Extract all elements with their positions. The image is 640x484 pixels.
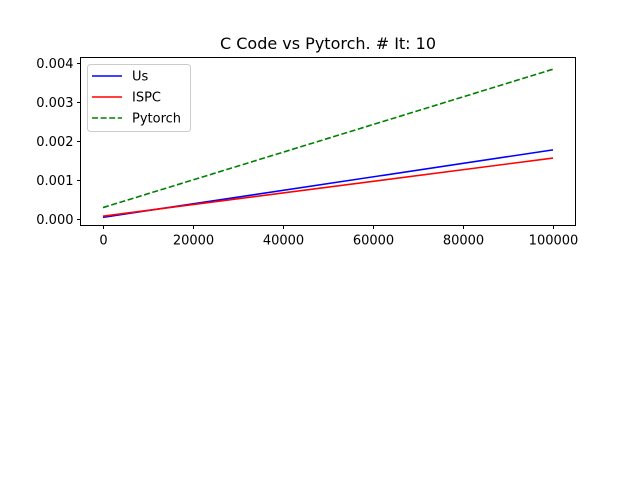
- y-tick-label: 0.003: [36, 96, 73, 111]
- y-axis: 0.000 0.001 0.002 0.003 0.004: [36, 57, 81, 228]
- legend-label-us: Us: [132, 70, 149, 85]
- y-tick-label: 0.004: [36, 57, 73, 72]
- legend-box: [87, 64, 191, 132]
- series-line-ispc: [102, 157, 554, 217]
- x-tick-label: 80000: [443, 234, 484, 249]
- legend: Us ISPC Pytorch: [87, 64, 191, 132]
- x-tick-label: 20000: [173, 234, 214, 249]
- y-tick-label: 0.002: [36, 135, 73, 150]
- series-line-pytorch: [102, 68, 554, 209]
- legend-entries: Us ISPC Pytorch: [92, 70, 181, 127]
- x-tick-label: 40000: [263, 234, 304, 249]
- x-tick-label: 0: [99, 234, 107, 249]
- chart-title: C Code vs Pytorch. # It: 10: [220, 34, 436, 53]
- x-axis: 0 20000 40000 60000 80000 100000: [99, 225, 579, 249]
- x-tick-label: 100000: [529, 234, 579, 249]
- legend-label-pytorch: Pytorch: [132, 112, 181, 127]
- y-tick-label: 0.000: [36, 213, 73, 228]
- x-tick-label: 60000: [353, 234, 394, 249]
- legend-label-ispc: ISPC: [132, 91, 161, 106]
- y-tick-label: 0.001: [36, 174, 73, 189]
- series-layer: [102, 68, 554, 219]
